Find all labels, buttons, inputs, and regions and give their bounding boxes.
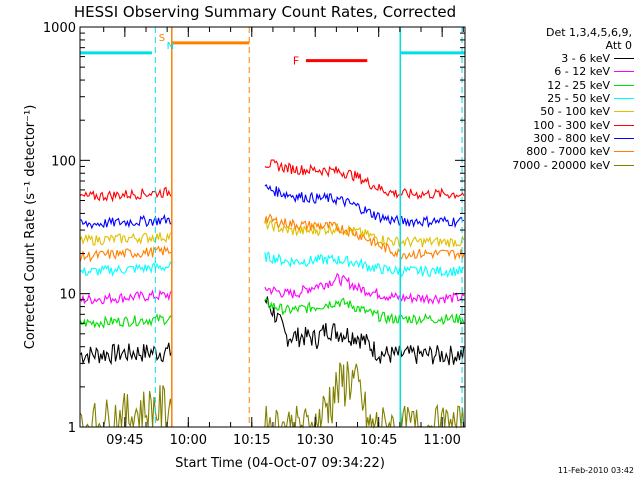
legend-header-line2: Att 0	[605, 39, 632, 52]
series-25-50-kev-post-line	[264, 251, 400, 275]
chart-title: HESSI Observing Summary Count Rates, Cor…	[74, 3, 456, 21]
legend-header-line1: Det 1,3,4,5,6,9,	[545, 26, 632, 39]
legend-entry-label: 100 - 300 keV	[533, 118, 610, 132]
series-6-12-kev-pre-line	[79, 289, 173, 305]
legend-entry: 6 - 12 keV	[478, 65, 634, 78]
series-50-100-kev-post-line	[264, 219, 400, 248]
series-7000-20000-kev-pre-line	[79, 385, 173, 428]
y-axis-label: Corrected Count Rate (s⁻¹ detector⁻¹)	[23, 105, 38, 350]
series-50-100-kev-pre-line	[79, 232, 172, 246]
y-tick-label-10: 10	[59, 288, 76, 303]
flare-label: F	[293, 55, 299, 68]
y-tick-label-1: 1	[68, 421, 76, 436]
legend-entry: 25 - 50 keV	[478, 92, 634, 105]
legend-entry-label: 800 - 7000 keV	[526, 145, 610, 159]
series-25-50-kev-pre-line	[79, 260, 173, 278]
legend-entry-label: 50 - 100 keV	[540, 105, 610, 119]
x-tick-label-2: 10:15	[233, 433, 270, 448]
legend-entry-label: 300 - 800 keV	[533, 131, 610, 145]
legend-entry: 50 - 100 keV	[478, 105, 634, 118]
series-800-7000-kev-post-line	[264, 213, 400, 258]
series-6-12-kev-tail-line	[399, 292, 465, 305]
legend: Det 1,3,4,5,6,9, Att 0 3 - 6 keV 6 - 12 k…	[478, 26, 634, 172]
series-100-300-kev-post-line	[264, 159, 400, 199]
legend-entry-swatch	[614, 137, 634, 139]
legend-entry: 7000 - 20000 keV	[478, 158, 634, 172]
legend-entry-label: 6 - 12 keV	[554, 65, 610, 79]
legend-entry-label: 3 - 6 keV	[561, 52, 610, 66]
series-12-25-kev-post-line	[264, 297, 400, 325]
series-12-25-kev-tail-line	[400, 313, 465, 326]
x-tick-label-5: 11:00	[423, 433, 460, 448]
series-3-6-kev-post-line	[264, 296, 400, 364]
legend-entry-swatch	[614, 111, 634, 113]
series-50-100-kev-tail-line	[399, 235, 465, 248]
series-12-25-kev-pre-line	[79, 313, 173, 330]
series-7000-20000-kev-tail-line	[399, 403, 465, 429]
series-800-7000-kev-tail-line	[399, 248, 465, 261]
saa-label: S	[159, 33, 165, 44]
x-tick-label-0: 09:45	[106, 433, 143, 448]
series-300-800-kev-pre-line	[79, 213, 172, 230]
legend-entries: 3 - 6 keV 6 - 12 keV 12 - 25 keV 25 - 50 ke…	[478, 52, 634, 172]
series-25-50-kev-tail-line	[399, 265, 465, 279]
series-7000-20000-kev-post-line	[264, 361, 400, 430]
legend-entry: 3 - 6 keV	[478, 52, 634, 65]
series-100-300-kev-tail-line	[400, 187, 465, 200]
legend-entry-label: 25 - 50 keV	[547, 92, 610, 106]
x-tick-label-1: 10:00	[170, 433, 207, 448]
series-300-800-kev-post-line	[264, 183, 400, 226]
series-800-7000-kev-pre-line	[79, 244, 172, 263]
legend-entry-swatch	[614, 151, 634, 153]
legend-entry: 100 - 300 keV	[478, 118, 634, 132]
legend-entry-label: 12 - 25 keV	[547, 78, 610, 92]
night-label: N	[167, 41, 174, 52]
legend-entry-swatch	[614, 84, 634, 86]
y-tick-label-100: 100	[51, 154, 76, 169]
legend-entry-swatch	[614, 124, 634, 126]
legend-entry-swatch	[614, 58, 634, 60]
series-3-6-kev-pre-line	[79, 342, 173, 366]
x-axis-label: Start Time (04-Oct-07 09:34:22)	[175, 456, 385, 471]
series-6-12-kev-post-line	[264, 272, 400, 302]
legend-entry-swatch	[614, 71, 634, 73]
y-tick-label-1000: 1000	[43, 21, 76, 36]
series-100-300-kev-pre-line	[79, 186, 173, 203]
generated-timestamp: 11-Feb-2010 03:42	[557, 466, 634, 475]
x-tick-label-3: 10:30	[296, 433, 333, 448]
legend-entry: 800 - 7000 keV	[478, 145, 634, 158]
series-3-6-kev-tail-line	[399, 345, 465, 366]
legend-entry-swatch	[614, 164, 634, 166]
x-tick-label-4: 10:45	[360, 433, 397, 448]
series-300-800-kev-tail-line	[400, 215, 464, 229]
legend-entry-label: 7000 - 20000 keV	[512, 158, 610, 172]
legend-entry-swatch	[614, 98, 634, 100]
legend-entry: 12 - 25 keV	[478, 79, 634, 92]
legend-entry: 300 - 800 keV	[478, 132, 634, 145]
